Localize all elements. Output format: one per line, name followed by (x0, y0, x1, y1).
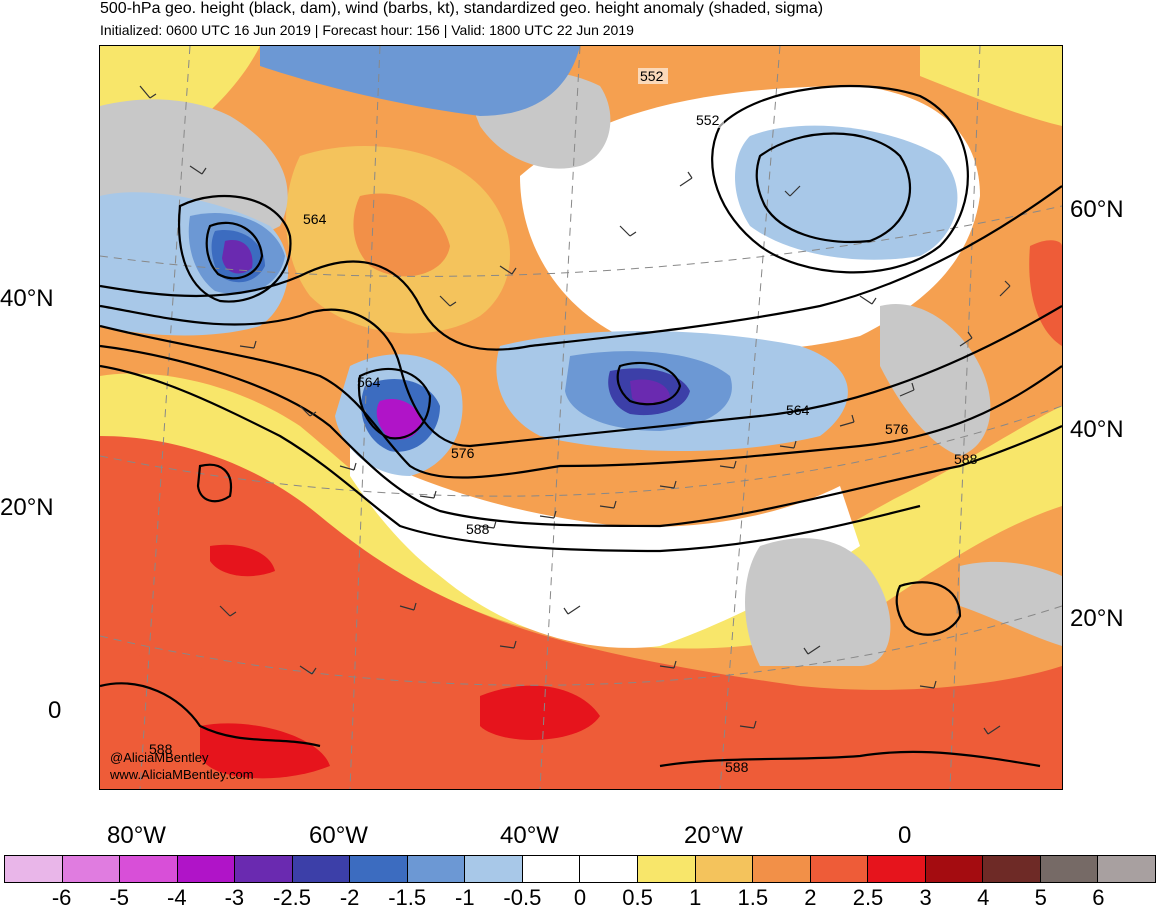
colorbar-swatch (177, 856, 236, 882)
colorbar-tick-label: -3 (224, 885, 245, 910)
contour-label: 552 (696, 112, 720, 128)
colorbar-tick-label: 3 (919, 885, 932, 910)
colorbar-swatch (925, 856, 984, 882)
wind-barbs (139, 85, 1011, 735)
lon-label: 80°W (107, 822, 166, 849)
colorbar-tick-label: 2 (804, 885, 817, 910)
chart-subtitle: Initialized: 0600 UTC 16 Jun 2019 | Fore… (100, 22, 634, 38)
anomaly-trough-newfoundland-core (376, 398, 422, 440)
colorbar-tick-label: -1.5 (388, 885, 427, 910)
lat-label-left: 40°N (0, 285, 54, 312)
lon-label: 60°W (309, 822, 368, 849)
lon-label: 20°W (684, 822, 743, 849)
credit-handle: @AliciaMBentley (110, 750, 209, 765)
colorbar-swatch (292, 856, 351, 882)
contour-label: 576 (885, 421, 909, 437)
graticule (100, 46, 1062, 789)
anomaly-ridge-europe (1029, 240, 1062, 346)
colorbar-tick-label: 0 (573, 885, 587, 910)
contour-label: 588 (149, 741, 173, 757)
colorbar-tick-label: 1.5 (737, 885, 769, 910)
lon-label: 0 (898, 822, 912, 849)
colorbar-tick-label: -0.5 (503, 885, 542, 910)
contour-label: 588 (954, 451, 978, 467)
height-contours (100, 84, 1062, 768)
contour-label: 564 (357, 374, 381, 390)
contour-label: 588 (725, 759, 749, 775)
anomaly-shade-2-5 (480, 685, 600, 740)
anomaly-shade-2-5c (210, 544, 275, 577)
colorbar-swatch (5, 856, 63, 882)
colorbar-swatch (522, 856, 581, 882)
anomaly-ridge-core (353, 193, 450, 277)
colorbar-swatch (1098, 856, 1155, 882)
colorbar-swatch (465, 856, 523, 882)
colorbar-swatch (120, 856, 178, 882)
colorbar-tick-label: -1 (455, 885, 475, 910)
anomaly-neutral-band (350, 446, 860, 648)
contour-label-group: 552 552 564 564 564 576 576 588 588 588 … (149, 68, 978, 775)
chart-title: 500-hPa geo. height (black, dam), wind (… (100, 0, 824, 17)
colorbar-swatch (1040, 856, 1099, 882)
colorbar-tick-label: -6 (51, 885, 72, 910)
lat-label-right: 40°N (1070, 416, 1124, 443)
anomaly-trough-labrador-core (222, 240, 253, 274)
credit-url: www.AliciaMBentley.com (110, 767, 254, 782)
contour-label: 588 (466, 521, 490, 537)
anomaly-trough-arctic (260, 46, 580, 116)
colorbar-swatch (580, 856, 639, 882)
colorbar-swatch (62, 856, 121, 882)
colorbar-tick-label: 5 (1034, 885, 1047, 910)
colorbar-tick-label: -2.5 (273, 885, 311, 910)
lat-label-right: 20°N (1070, 605, 1124, 632)
land-sahara (960, 561, 1062, 646)
colorbar-tick-label: 6 (1092, 885, 1105, 910)
colorbar-swatch (868, 856, 926, 882)
colorbar-tick-label: 2.5 (852, 885, 884, 910)
colorbar-swatch (695, 856, 754, 882)
lat-label-left: 0 (48, 697, 62, 724)
colorbar-tick-label: -4 (167, 885, 187, 910)
colorbar-tick-label: 1 (689, 885, 702, 910)
colorbar-swatch (407, 856, 466, 882)
colorbar-swatch (753, 856, 811, 882)
colorbar-swatch (638, 856, 696, 882)
contour-label: 564 (786, 402, 810, 418)
land-europe (880, 304, 991, 456)
colorbar-swatch (235, 856, 293, 882)
lat-label-right: 60°N (1070, 196, 1124, 223)
anomaly-trough-azores-core (630, 379, 670, 406)
map-panel: 552 552 564 564 564 576 576 588 588 588 … (99, 45, 1063, 790)
colorbar-swatch (350, 856, 408, 882)
anomaly-ridge-ne (920, 46, 1062, 126)
colorbar (4, 855, 1156, 883)
land-africa-nw (745, 538, 891, 666)
lat-label-left: 20°N (0, 494, 54, 521)
contour-label: 564 (303, 211, 327, 227)
lon-label: 40°W (500, 822, 559, 849)
colorbar-swatch (810, 856, 869, 882)
contour-label: 552 (640, 68, 664, 84)
colorbar-tick-label: -2 (339, 885, 360, 910)
map-canvas: 552 552 564 564 564 576 576 588 588 588 … (100, 46, 1062, 789)
colorbar-tick-label: 0.5 (622, 885, 653, 910)
contour-label: 576 (451, 445, 475, 461)
colorbar-swatch (983, 856, 1041, 882)
colorbar-tick-label: -5 (109, 885, 129, 910)
colorbar-tick-label: 4 (977, 885, 990, 910)
